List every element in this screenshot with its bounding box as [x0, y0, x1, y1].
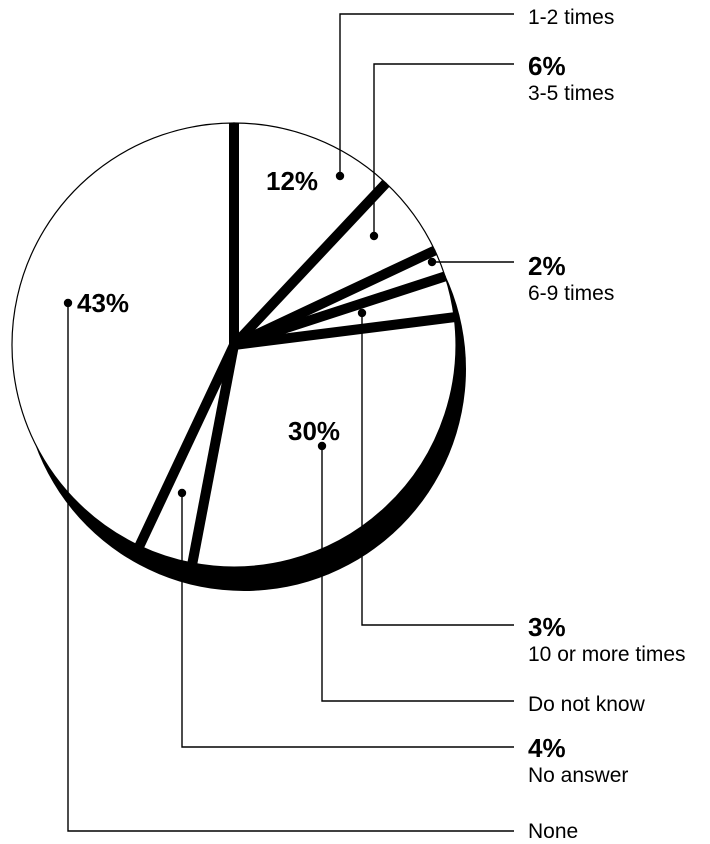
leader-lines [63, 13, 514, 832]
value-label-10-or-more: 3% [528, 612, 566, 642]
slice-divider [232, 271, 447, 350]
slice-divider [230, 179, 390, 349]
leader-line-no-answer [181, 493, 514, 748]
leader-line-do-not-know [321, 446, 514, 702]
category-label-no-answer: No answer [528, 764, 628, 787]
leader-line-10-or-more-times [361, 313, 514, 626]
slice-divider [134, 342, 239, 549]
slice-divider [233, 312, 455, 350]
value-label-do-not-know: 30% [288, 416, 340, 446]
category-label-1-2-times: 1-2 times [528, 6, 614, 29]
leader-line-3-5-times [373, 63, 514, 236]
category-label-6-9-times: 6-9 times [528, 282, 614, 305]
pie-slice-do-not-know [191, 316, 457, 568]
labels: 12% 30% 43% 1-2 times 6% 3-5 times 2% 6-… [77, 6, 686, 843]
pie-slice-1-2-times [233, 122, 387, 347]
pie-layer [11, 122, 466, 591]
category-label-none: None [528, 820, 578, 843]
leader-line-1-2-times [339, 13, 514, 176]
category-label-10-or-more: 10 or more times [528, 643, 686, 666]
value-label-1-2-times: 12% [266, 166, 318, 196]
value-label-none: 43% [77, 288, 129, 318]
value-label-no-answer: 4% [528, 733, 566, 763]
leader-line-none [67, 303, 514, 832]
value-label-3-5-times: 6% [528, 51, 566, 81]
value-label-6-9-times: 2% [528, 251, 566, 281]
category-label-do-not-know: Do not know [528, 693, 646, 716]
slice-divider [187, 344, 239, 565]
category-label-3-5-times: 3-5 times [528, 82, 614, 105]
